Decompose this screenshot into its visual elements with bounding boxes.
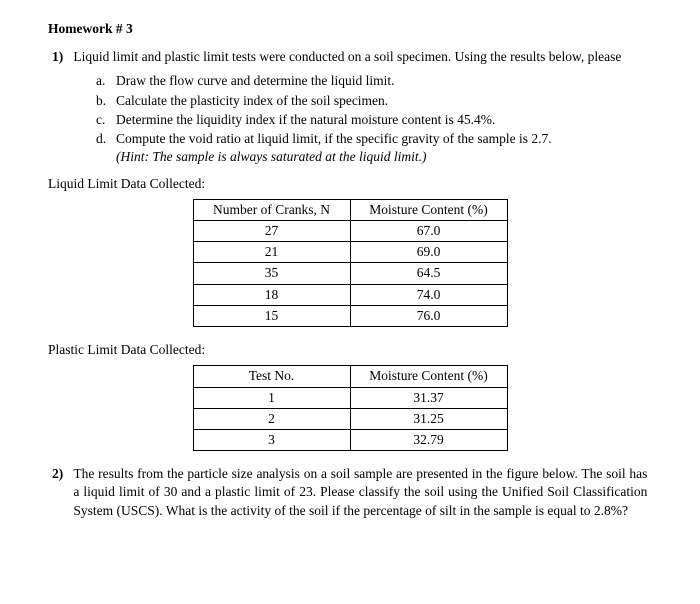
table-row: Test No. Moisture Content (%) [193, 366, 507, 387]
sub-d-text: Compute the void ratio at liquid limit, … [116, 131, 552, 146]
table-header: Moisture Content (%) [350, 366, 507, 387]
question-1: 1) Liquid limit and plastic limit tests … [48, 48, 652, 66]
table-cell: 21 [193, 242, 350, 263]
q1-sub-d: d. Compute the void ratio at liquid limi… [96, 130, 652, 166]
q1-sub-c: c. Determine the liquidity index if the … [96, 111, 652, 129]
sub-text: Calculate the plasticity index of the so… [116, 92, 652, 110]
sub-text: Compute the void ratio at liquid limit, … [116, 130, 652, 166]
table-cell: 18 [193, 284, 350, 305]
table-cell: 31.37 [350, 387, 507, 408]
sub-text: Draw the flow curve and determine the li… [116, 72, 652, 90]
table-row: Number of Cranks, N Moisture Content (%) [193, 199, 507, 220]
table-row: 18 74.0 [193, 284, 507, 305]
table-cell: 3 [193, 429, 350, 450]
table-row: 21 69.0 [193, 242, 507, 263]
sub-letter: b. [96, 92, 116, 110]
sub-letter: a. [96, 72, 116, 90]
table-row: 27 67.0 [193, 220, 507, 241]
table-cell: 76.0 [350, 305, 507, 326]
table-cell: 35 [193, 263, 350, 284]
table-header: Moisture Content (%) [350, 199, 507, 220]
liquid-limit-table: Number of Cranks, N Moisture Content (%)… [193, 199, 508, 327]
table-cell: 31.25 [350, 408, 507, 429]
table-row: 35 64.5 [193, 263, 507, 284]
table-cell: 15 [193, 305, 350, 326]
sub-text: Determine the liquidity index if the nat… [116, 111, 652, 129]
table-header: Test No. [193, 366, 350, 387]
ll-section-label: Liquid Limit Data Collected: [48, 175, 652, 193]
document-page: Homework # 3 1) Liquid limit and plastic… [0, 0, 700, 604]
table-cell: 67.0 [350, 220, 507, 241]
table-cell: 1 [193, 387, 350, 408]
question-2: 2) The results from the particle size an… [48, 465, 652, 520]
table-row: 15 76.0 [193, 305, 507, 326]
table-header: Number of Cranks, N [193, 199, 350, 220]
table-cell: 27 [193, 220, 350, 241]
q1-number: 1) [52, 48, 70, 66]
q1-hint: (Hint: The sample is always saturated at… [116, 149, 427, 164]
q1-sublist: a. Draw the flow curve and determine the… [48, 72, 652, 166]
pl-section-label: Plastic Limit Data Collected: [48, 341, 652, 359]
table-cell: 32.79 [350, 429, 507, 450]
table-cell: 64.5 [350, 263, 507, 284]
q1-sub-b: b. Calculate the plasticity index of the… [96, 92, 652, 110]
sub-letter: d. [96, 130, 116, 166]
q2-text: The results from the particle size analy… [73, 465, 647, 520]
homework-title: Homework # 3 [48, 20, 652, 38]
table-cell: 74.0 [350, 284, 507, 305]
table-cell: 69.0 [350, 242, 507, 263]
table-cell: 2 [193, 408, 350, 429]
q1-sub-a: a. Draw the flow curve and determine the… [96, 72, 652, 90]
sub-letter: c. [96, 111, 116, 129]
table-row: 2 31.25 [193, 408, 507, 429]
q2-number: 2) [52, 465, 70, 483]
table-row: 3 32.79 [193, 429, 507, 450]
table-row: 1 31.37 [193, 387, 507, 408]
q1-intro: Liquid limit and plastic limit tests wer… [73, 48, 647, 66]
plastic-limit-table: Test No. Moisture Content (%) 1 31.37 2 … [193, 365, 508, 451]
